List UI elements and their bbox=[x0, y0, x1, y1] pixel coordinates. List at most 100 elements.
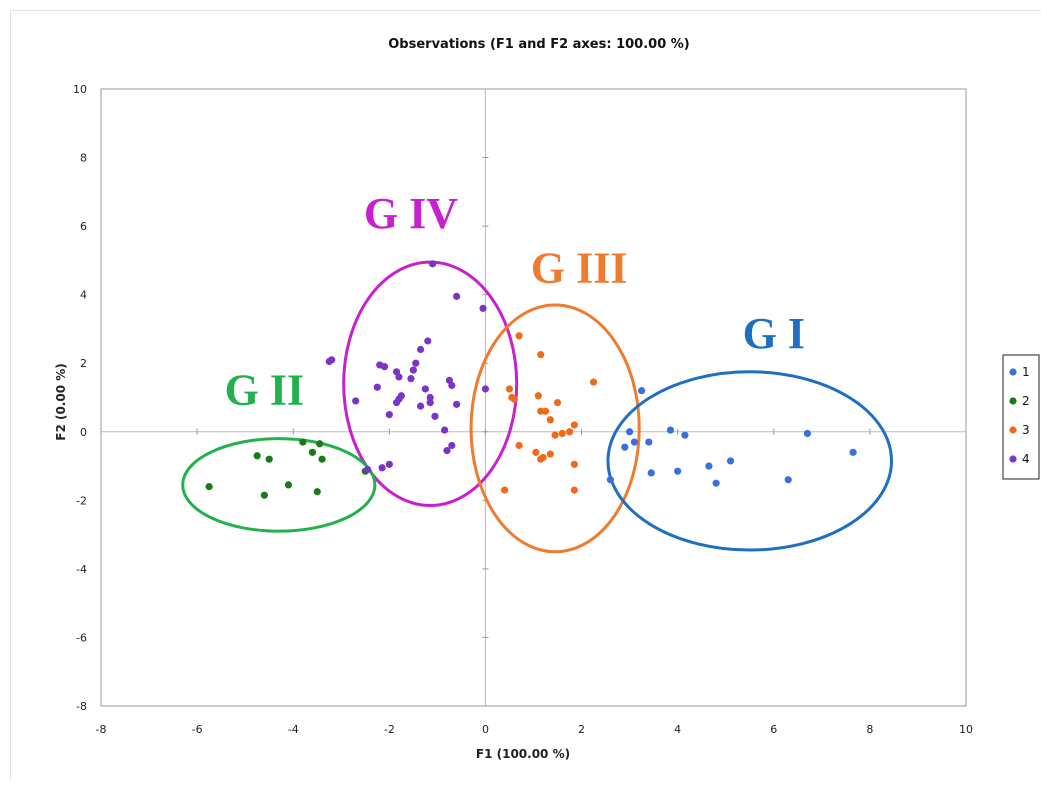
chart-title: Observations (F1 and F2 axes: 100.00 %) bbox=[388, 37, 690, 52]
y-tick-label: -2 bbox=[76, 494, 87, 507]
data-points bbox=[205, 260, 857, 499]
data-point-series-3 bbox=[541, 407, 550, 415]
data-point-series-1 bbox=[621, 443, 629, 451]
scatter-chart: Observations (F1 and F2 axes: 100.00 %) … bbox=[54, 37, 1040, 761]
y-tick-label: 4 bbox=[80, 289, 87, 302]
data-point-series-1 bbox=[803, 429, 812, 438]
group-ellipse bbox=[606, 370, 894, 552]
data-point-series-3 bbox=[546, 450, 554, 458]
legend-marker bbox=[1009, 455, 1017, 463]
x-tick-label: 0 bbox=[482, 723, 489, 736]
axes: -8 -6 -4 -2 0 2 4 6 8 10 -8 -6 -4 -2 0 2 4 6 8 10 bbox=[73, 83, 973, 736]
data-point-series-1 bbox=[849, 448, 857, 456]
data-point-series-2 bbox=[318, 455, 326, 463]
data-point-series-2 bbox=[313, 488, 321, 496]
y-tick-label: 2 bbox=[80, 357, 87, 370]
data-point-series-1 bbox=[647, 469, 655, 477]
data-point-series-1 bbox=[645, 438, 653, 446]
data-point-series-4 bbox=[412, 359, 420, 367]
legend-label: 3 bbox=[1022, 423, 1030, 437]
data-point-series-2 bbox=[205, 483, 213, 491]
data-point-series-1 bbox=[705, 462, 713, 470]
x-tick-label: 6 bbox=[770, 723, 777, 736]
data-point-series-4 bbox=[431, 412, 439, 420]
chart-frame: Observations (F1 and F2 axes: 100.00 %) … bbox=[10, 10, 1041, 781]
x-tick-label: -8 bbox=[96, 723, 107, 736]
group-ellipse bbox=[181, 437, 377, 533]
data-point-series-4 bbox=[448, 441, 456, 450]
data-point-series-4 bbox=[440, 426, 449, 434]
data-point-series-3 bbox=[537, 351, 545, 359]
x-tick-label: -2 bbox=[384, 723, 395, 736]
data-point-series-4 bbox=[392, 399, 401, 407]
data-point-series-4 bbox=[448, 381, 456, 390]
data-point-series-3 bbox=[570, 486, 578, 494]
data-point-series-4 bbox=[385, 411, 393, 419]
data-point-series-1 bbox=[712, 479, 720, 487]
data-point-series-4 bbox=[426, 399, 434, 407]
data-point-series-1 bbox=[726, 457, 735, 465]
data-point-series-3 bbox=[537, 455, 545, 463]
x-tick-label: -6 bbox=[192, 723, 203, 736]
data-point-series-4 bbox=[428, 260, 437, 268]
data-point-series-4 bbox=[364, 465, 372, 474]
data-point-series-3 bbox=[515, 441, 523, 450]
group-label: G IV bbox=[364, 189, 458, 238]
legend-marker bbox=[1009, 426, 1017, 434]
data-point-series-3 bbox=[589, 378, 598, 386]
data-point-series-4 bbox=[421, 385, 429, 393]
data-point-series-4 bbox=[443, 447, 451, 455]
legend-marker bbox=[1009, 397, 1017, 405]
data-point-series-4 bbox=[479, 304, 487, 312]
data-point-series-1 bbox=[606, 476, 614, 484]
y-tick-label: 10 bbox=[73, 83, 87, 96]
data-point-series-4 bbox=[325, 357, 333, 366]
data-point-series-3 bbox=[546, 416, 554, 424]
legend: 1 2 3 4 bbox=[1002, 354, 1040, 480]
legend-label: 2 bbox=[1022, 394, 1030, 408]
data-point-series-3 bbox=[551, 431, 559, 439]
group-label: G I bbox=[743, 309, 805, 358]
data-point-series-4 bbox=[453, 400, 461, 408]
data-point-series-2 bbox=[253, 452, 261, 460]
legend-label: 1 bbox=[1022, 365, 1030, 379]
data-point-series-3 bbox=[565, 428, 574, 436]
x-tick-label: 4 bbox=[674, 723, 681, 736]
data-point-series-4 bbox=[380, 363, 389, 371]
data-point-series-1 bbox=[638, 387, 646, 395]
x-tick-label: 2 bbox=[578, 723, 585, 736]
data-point-series-2 bbox=[284, 481, 293, 489]
group-ellipse bbox=[469, 303, 641, 554]
group-label: G III bbox=[531, 244, 628, 293]
data-point-series-3 bbox=[570, 460, 578, 468]
data-point-series-4 bbox=[453, 292, 461, 300]
data-point-series-4 bbox=[352, 397, 360, 405]
data-point-series-4 bbox=[385, 460, 393, 468]
data-point-series-4 bbox=[395, 373, 403, 381]
y-tick-label: -6 bbox=[76, 631, 87, 644]
y-tick-label: 0 bbox=[80, 426, 87, 439]
data-point-series-3 bbox=[532, 448, 540, 456]
y-tick-label: 8 bbox=[80, 152, 87, 165]
data-point-series-2 bbox=[308, 448, 317, 456]
data-point-series-1 bbox=[626, 428, 634, 436]
data-point-series-4 bbox=[426, 393, 434, 402]
data-point-series-4 bbox=[416, 402, 425, 410]
data-point-series-3 bbox=[570, 421, 578, 429]
data-point-series-3 bbox=[553, 399, 562, 407]
data-point-series-1 bbox=[630, 438, 639, 446]
data-point-series-3 bbox=[505, 385, 514, 393]
data-point-series-3 bbox=[558, 429, 566, 438]
data-point-series-4 bbox=[373, 383, 381, 391]
x-tick-label: -4 bbox=[288, 723, 299, 736]
data-point-series-4 bbox=[378, 464, 386, 472]
data-point-series-4 bbox=[424, 337, 432, 345]
data-point-series-4 bbox=[409, 366, 417, 374]
y-tick-label: 6 bbox=[80, 220, 87, 233]
data-point-series-1 bbox=[784, 476, 792, 484]
data-point-series-2 bbox=[299, 438, 307, 446]
y-axis-label: F2 (0.00 %) bbox=[54, 363, 68, 441]
data-point-series-3 bbox=[501, 486, 509, 494]
data-point-series-2 bbox=[260, 491, 268, 499]
data-point-series-3 bbox=[515, 332, 523, 340]
